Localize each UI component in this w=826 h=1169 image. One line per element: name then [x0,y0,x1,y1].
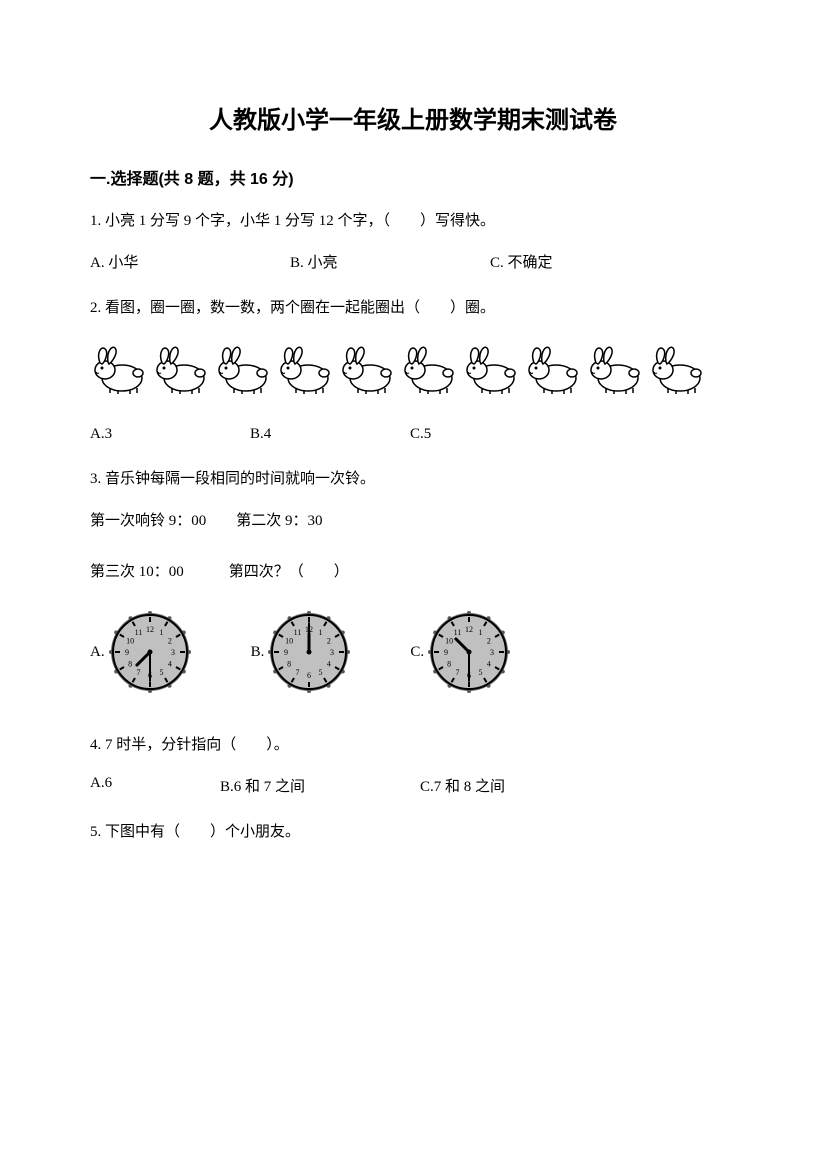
section-header: 一.选择题(共 8 题，共 16 分) [90,165,736,189]
q4-option-b: B.6 和 7 之间 [220,775,420,796]
svg-text:4: 4 [327,660,331,669]
question-4-text: 4. 7 时半，分针指向（ ）。 [90,733,736,757]
rabbit-icon [462,340,524,396]
svg-text:10: 10 [126,637,134,646]
svg-text:12: 12 [146,625,154,634]
svg-text:1: 1 [479,628,483,637]
svg-text:1: 1 [159,628,163,637]
svg-text:3: 3 [330,648,334,657]
page-title: 人教版小学一年级上册数学期末测试卷 [90,100,736,135]
rabbit-row [90,340,736,396]
question-5-text: 5. 下图中有（ ）个小朋友。 [90,820,736,844]
rabbit-icon [276,340,338,396]
svg-text:9: 9 [125,648,129,657]
svg-text:8: 8 [128,660,132,669]
question-2-options: A.3 B.4 C.5 [90,426,736,443]
svg-text:11: 11 [294,628,302,637]
rabbit-icon [648,340,710,396]
q3-line2: 第三次 10：00 第四次？（ ） [90,560,736,581]
clock-icon-b: 121234567891011 [268,611,350,693]
q2-option-b: B.4 [250,426,410,443]
svg-text:1: 1 [319,628,323,637]
q2-option-a: A.3 [90,426,250,443]
svg-text:8: 8 [287,660,291,669]
svg-text:2: 2 [487,637,491,646]
q3-option-c-label: C. [410,644,424,661]
q1-option-c: C. 不确定 [490,251,690,272]
rabbit-icon [90,340,152,396]
q3-option-a: A. 121234567891011 [90,611,191,693]
svg-text:5: 5 [479,668,483,677]
svg-text:12: 12 [465,625,473,634]
rabbit-icon [152,340,214,396]
q3-line1: 第一次响铃 9：00 第二次 9：30 [90,509,736,530]
rabbit-icon [214,340,276,396]
question-2-text: 2. 看图，圈一圈，数一数，两个圈在一起能圈出（ ）圈。 [90,296,736,320]
svg-text:10: 10 [285,637,293,646]
question-3-text: 3. 音乐钟每隔一段相同的时间就响一次铃。 [90,467,736,491]
svg-text:10: 10 [445,637,453,646]
svg-text:5: 5 [319,668,323,677]
svg-text:11: 11 [134,628,142,637]
svg-text:6: 6 [307,671,311,680]
svg-text:11: 11 [454,628,462,637]
svg-text:3: 3 [490,648,494,657]
question-1-options: A. 小华 B. 小亮 C. 不确定 [90,251,736,272]
question-3-details: 第一次响铃 9：00 第二次 9：30 第三次 10：00 第四次？（ ） [90,509,736,581]
svg-text:2: 2 [168,637,172,646]
q3-option-b-label: B. [251,644,265,661]
svg-text:8: 8 [447,660,451,669]
q4-option-a: A.6 [90,775,220,796]
clock-icon-c: 121234567891011 [428,611,510,693]
svg-text:5: 5 [159,668,163,677]
q2-option-c: C.5 [410,426,570,443]
rabbit-icon [586,340,648,396]
svg-text:4: 4 [487,660,491,669]
clock-icon-a: 121234567891011 [109,611,191,693]
svg-text:9: 9 [284,648,288,657]
rabbit-icon [524,340,586,396]
question-4-options: A.6 B.6 和 7 之间 C.7 和 8 之间 [90,775,736,796]
svg-text:7: 7 [136,668,140,677]
svg-text:7: 7 [456,668,460,677]
svg-text:2: 2 [327,637,331,646]
q3-option-c: C. 121234567891011 [410,611,510,693]
q3-option-a-label: A. [90,644,105,661]
svg-text:7: 7 [296,668,300,677]
q1-option-a: A. 小华 [90,251,290,272]
svg-text:4: 4 [168,660,172,669]
q4-option-c: C.7 和 8 之间 [420,775,580,796]
question-1-text: 1. 小亮 1 分写 9 个字，小华 1 分写 12 个字，（ ）写得快。 [90,209,736,233]
q1-option-b: B. 小亮 [290,251,490,272]
rabbit-icon [400,340,462,396]
q3-option-b: B. 121234567891011 [251,611,351,693]
question-3-options: A. 121234567891011 B. 121234567891011 C.… [90,611,736,693]
svg-text:3: 3 [171,648,175,657]
rabbit-icon [338,340,400,396]
svg-text:9: 9 [444,648,448,657]
